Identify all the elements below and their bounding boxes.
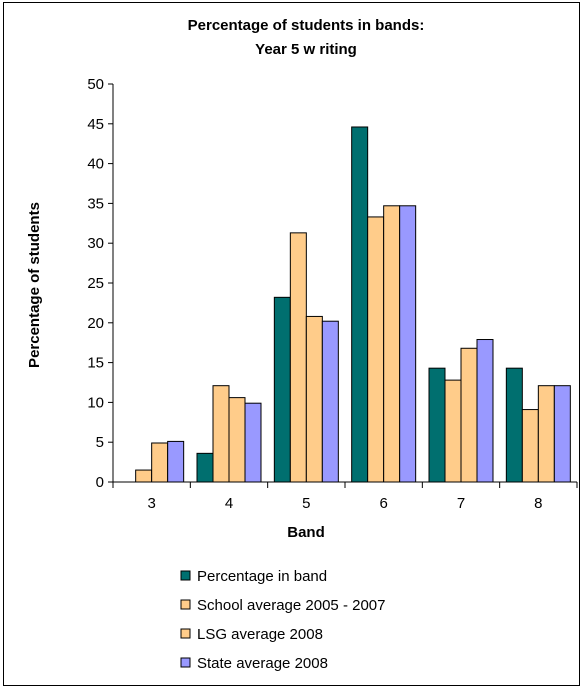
bar-5-series-1 <box>273 296 291 483</box>
legend-label: State average 2008 <box>197 655 328 672</box>
y-tick-label: 45 <box>87 116 104 133</box>
bar-6-series-4 <box>399 205 417 483</box>
bar-4-series-2 <box>212 385 230 483</box>
legend-swatch <box>180 599 191 610</box>
bar-8-series-1 <box>505 367 523 483</box>
legend: Percentage in band School average 2005 - … <box>180 568 385 672</box>
chart-title-line-1: Percentage of students in bands: <box>188 17 425 34</box>
bar-6-series-1 <box>351 126 369 483</box>
x-tick-label: 4 <box>225 495 233 512</box>
x-tick-label: 5 <box>302 495 310 512</box>
x-tick-label: 7 <box>457 495 465 512</box>
x-tick-label: 3 <box>147 495 155 512</box>
bar-7-series-4 <box>476 339 494 483</box>
x-tick-label: 6 <box>379 495 387 512</box>
bar-5-series-3 <box>305 315 323 483</box>
bars <box>135 126 571 483</box>
legend-label: School average 2005 - 2007 <box>197 597 385 614</box>
y-tick-label: 50 <box>87 76 104 93</box>
bar-6-series-2 <box>367 216 385 483</box>
y-tick-label: 30 <box>87 235 104 252</box>
bar-4-series-3 <box>228 397 246 483</box>
y-tick-label: 5 <box>96 434 104 451</box>
y-tick-label: 20 <box>87 315 104 332</box>
legend-swatch <box>180 628 191 639</box>
x-tick-label: 8 <box>534 495 542 512</box>
bar-3-series-2 <box>135 469 153 483</box>
y-axis-ticks: 0 5 10 15 20 25 30 35 40 45 50 <box>87 76 113 491</box>
bar-3-series-3 <box>151 442 169 483</box>
bar-3-series-4 <box>167 440 185 483</box>
x-axis-title: Band <box>287 524 325 541</box>
bar-7-series-2 <box>444 379 462 483</box>
bar-8-series-3 <box>537 385 555 483</box>
bar-4-series-4 <box>244 402 262 483</box>
legend-swatch <box>180 570 191 581</box>
y-tick-label: 25 <box>87 275 104 292</box>
legend-label: LSG average 2008 <box>197 626 323 643</box>
bar-5-series-2 <box>289 232 307 483</box>
y-tick-label: 15 <box>87 355 104 372</box>
y-tick-label: 10 <box>87 394 104 411</box>
bar-8-series-2 <box>521 409 539 483</box>
bar-4-series-1 <box>196 452 214 483</box>
x-axis-ticks: 3 4 5 6 7 8 <box>112 482 578 512</box>
bar-7-series-1 <box>428 367 446 483</box>
y-tick-label: 40 <box>87 156 104 173</box>
bar-8-series-4 <box>553 385 571 483</box>
bar-7-series-3 <box>460 347 478 483</box>
legend-swatch <box>180 657 191 668</box>
legend-label: Percentage in band <box>197 568 327 585</box>
y-tick-label: 35 <box>87 195 104 212</box>
bar-6-series-3 <box>383 205 401 483</box>
bar-5-series-4 <box>321 320 339 483</box>
y-axis-title: Percentage of students <box>26 202 43 368</box>
chart-title-line-2: Year 5 w riting <box>255 41 357 58</box>
y-tick-label: 0 <box>96 474 104 491</box>
